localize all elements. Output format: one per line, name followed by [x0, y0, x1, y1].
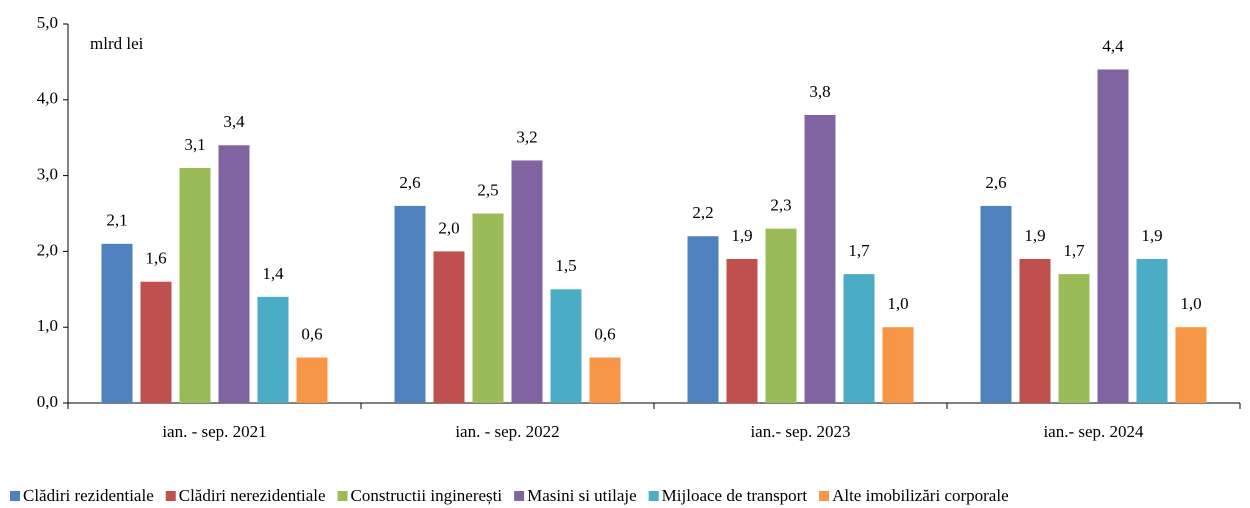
bar [511, 160, 543, 403]
legend-label: Constructii inginerești [351, 486, 503, 505]
data-label: 2,3 [770, 196, 791, 215]
bar [140, 281, 172, 403]
bar [218, 145, 250, 403]
data-label: 3,4 [223, 112, 245, 131]
data-label: 2,1 [106, 211, 127, 230]
y-tick-label: 1,0 [37, 316, 58, 335]
bar [179, 168, 211, 403]
bar [726, 258, 758, 403]
data-label: 1,9 [731, 226, 752, 245]
x-tick-label: ian.- sep. 2024 [1043, 422, 1144, 441]
y-tick-label: 5,0 [37, 13, 58, 32]
bar [765, 228, 797, 403]
legend-label: Clădiri rezidentiale [23, 486, 154, 505]
bar [1175, 327, 1207, 403]
legend-swatch [165, 491, 176, 501]
bar [589, 357, 621, 403]
bar [1019, 258, 1051, 403]
data-label: 0,6 [301, 324, 322, 343]
unit-label: mlrd lei [90, 34, 144, 53]
bar [980, 205, 1012, 403]
data-label: 3,2 [516, 127, 537, 146]
bar [550, 289, 582, 403]
y-tick-label: 4,0 [37, 89, 58, 108]
data-label: 2,6 [399, 173, 420, 192]
data-label: 1,0 [1180, 294, 1201, 313]
bar [882, 327, 914, 403]
data-label: 1,0 [887, 294, 908, 313]
data-label: 1,6 [145, 249, 166, 268]
y-tick-label: 2,0 [37, 240, 58, 259]
data-label: 2,2 [692, 203, 713, 222]
data-label: 1,7 [848, 241, 870, 260]
legend-swatch [819, 491, 830, 501]
data-label: 1,7 [1063, 241, 1085, 260]
data-label: 3,8 [809, 82, 830, 101]
y-tick-label: 3,0 [37, 165, 58, 184]
legend-label: Clădiri nerezidentiale [179, 486, 326, 505]
bar [804, 114, 836, 404]
bar [687, 236, 719, 403]
bar [296, 357, 328, 403]
data-label: 1,5 [555, 256, 576, 275]
legend-label: Alte imobilizări corporale [832, 486, 1009, 505]
data-label: 2,0 [438, 218, 459, 237]
bar [1097, 69, 1129, 403]
x-tick-label: ian.- sep. 2023 [750, 422, 850, 441]
legend-label: Masini si utilaje [527, 486, 637, 505]
legend-swatch [648, 491, 659, 501]
bar [394, 205, 426, 403]
bar [101, 243, 133, 403]
data-label: 3,1 [184, 135, 205, 154]
data-label: 1,4 [262, 264, 284, 283]
data-label: 0,6 [594, 324, 615, 343]
data-label: 2,6 [985, 173, 1006, 192]
legend-label: Mijloace de transport [662, 486, 808, 505]
x-tick-label: ian. - sep. 2021 [162, 422, 266, 441]
bar [433, 251, 465, 403]
bar [1058, 274, 1090, 403]
legend-swatch [337, 491, 348, 501]
legend-swatch [514, 491, 525, 501]
data-label: 2,5 [477, 180, 498, 199]
bar [1136, 258, 1168, 403]
bar [472, 213, 504, 403]
y-tick-label: 0,0 [37, 392, 58, 411]
data-label: 1,9 [1141, 226, 1162, 245]
legend-swatch [10, 491, 20, 501]
data-label: 4,4 [1102, 36, 1124, 55]
bar [257, 296, 289, 403]
bar [843, 274, 875, 403]
x-tick-label: ian. - sep. 2022 [455, 422, 559, 441]
data-label: 1,9 [1024, 226, 1045, 245]
